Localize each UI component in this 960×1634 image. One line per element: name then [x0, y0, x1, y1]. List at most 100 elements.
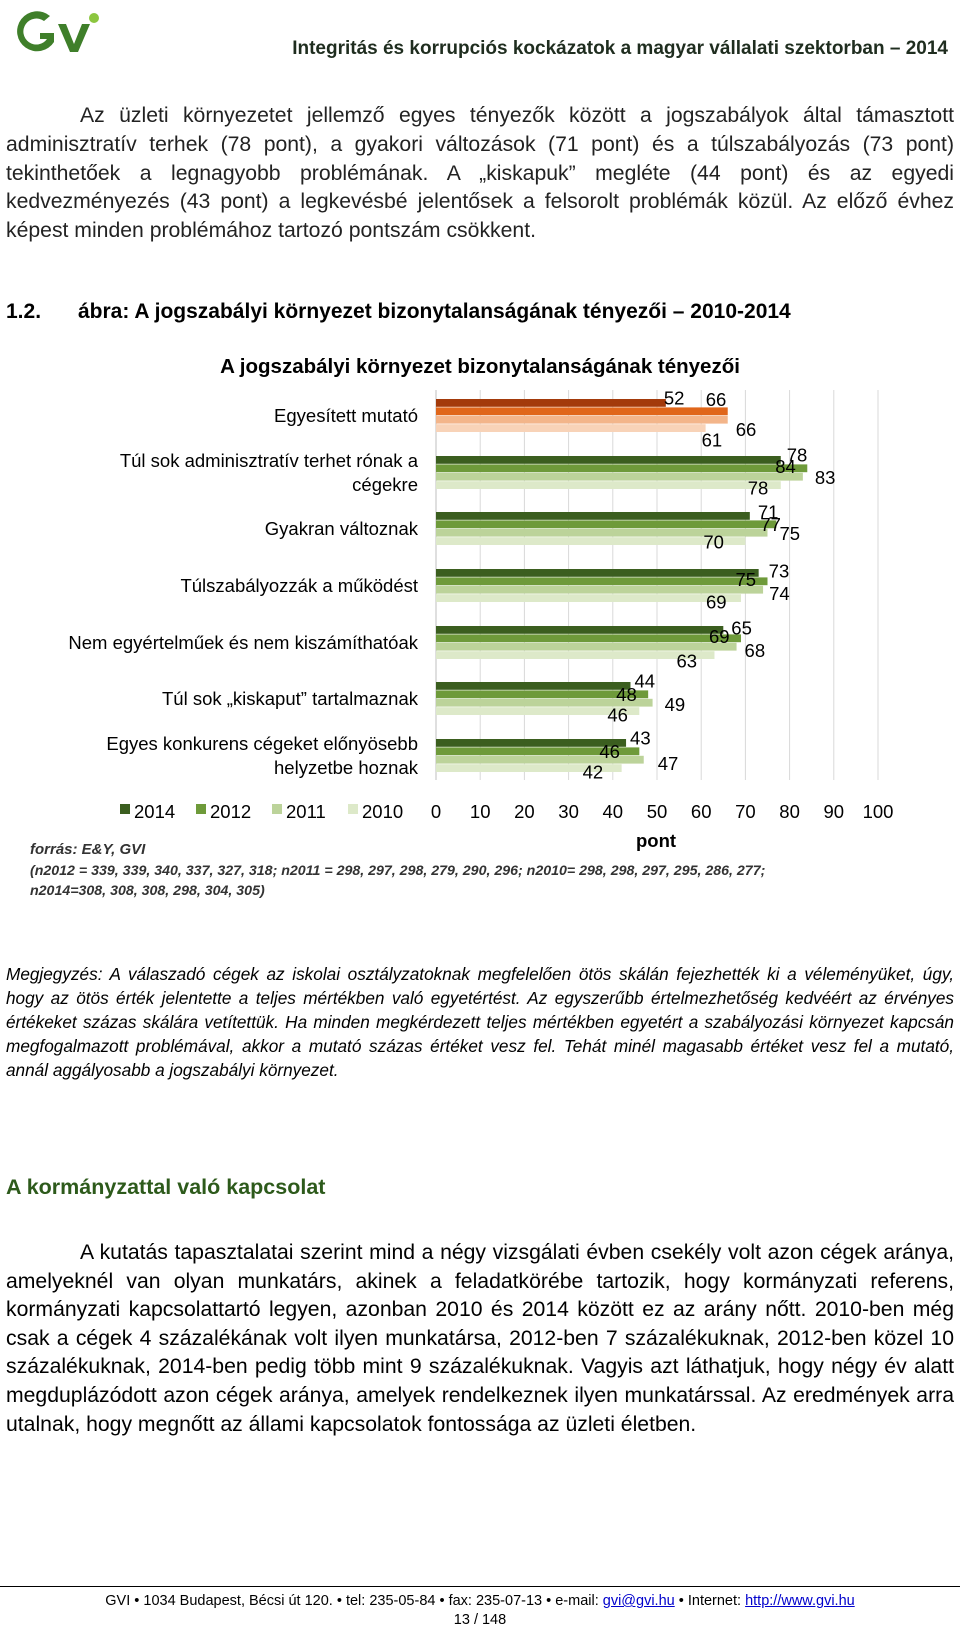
x-axis-label: pont — [636, 830, 676, 851]
x-tick-label: 70 — [735, 801, 756, 822]
chart-note: Megjegyzés: A válaszadó cégek az iskolai… — [6, 964, 954, 1080]
figure-caption-text: ábra: A jogszabályi környezet bizonytala… — [78, 300, 791, 323]
chart-category-labels: Egyesített mutató Túl sok adminisztratív … — [68, 405, 418, 778]
value-label-2012: 46 — [599, 741, 620, 762]
value-label-2010: 70 — [703, 532, 724, 553]
value-label-2012: 69 — [709, 626, 730, 647]
bar-2010 — [436, 424, 706, 432]
legend-swatch-2011 — [272, 804, 282, 814]
value-label-2011: 68 — [745, 640, 766, 661]
category-label: Gyakran változnak — [265, 518, 419, 539]
value-label-2012: 77 — [760, 514, 781, 535]
footer-divider — [0, 1586, 960, 1587]
category-label-line: Túl sok „kiskaput” tartalmaznak — [162, 688, 419, 709]
x-tick-label: 100 — [863, 801, 894, 822]
figure-sample-line2: n2014=308, 308, 308, 298, 304, 305) — [30, 883, 265, 899]
value-label-2014: 43 — [630, 727, 651, 748]
bar-2012 — [436, 520, 777, 529]
bar-2011 — [436, 415, 728, 424]
value-label-2014: 71 — [758, 501, 779, 522]
section-paragraph: A kutatás tapasztalatai szerint mind a n… — [6, 1241, 954, 1436]
x-tick-label: 60 — [691, 801, 712, 822]
bar-2012 — [436, 407, 728, 416]
bar-2012 — [436, 747, 640, 756]
value-label-2011: 49 — [665, 694, 686, 715]
category-label-line: Nem egyértelműek és nem kiszámíthatóak — [68, 632, 418, 653]
footer-email-link[interactable]: gvi@gvi.hu — [602, 1593, 675, 1609]
intro-paragraph: Az üzleti környezetet jellemző egyes tén… — [6, 104, 954, 243]
x-tick-label: 40 — [603, 801, 624, 822]
bar-2012 — [436, 634, 741, 643]
x-tick-label: 10 — [470, 801, 491, 822]
bar-2010 — [436, 481, 781, 489]
value-label-2011: 66 — [736, 419, 757, 440]
figure-sample-line1: (n2012 = 339, 339, 340, 337, 327, 318; n… — [30, 863, 765, 879]
legend-label-2010: 2010 — [362, 801, 403, 822]
category-label-line: Egyes konkurens cégeket előnyösebb — [106, 733, 418, 754]
bar-2014 — [436, 626, 724, 634]
footer-website-link[interactable]: http://www.gvi.hu — [745, 1593, 855, 1609]
bar-2010 — [436, 764, 622, 772]
value-label-2010: 46 — [607, 705, 628, 726]
bar-2014 — [436, 739, 627, 747]
gvi-logo — [17, 11, 99, 52]
category-label: Túl sok adminisztratív terhet rónak a cég… — [120, 450, 419, 495]
value-label-2011: 75 — [780, 523, 801, 544]
legend-label-2014: 2014 — [134, 801, 175, 822]
x-tick-label: 0 — [431, 801, 441, 822]
bar-2012 — [436, 464, 808, 473]
value-label-2014: 65 — [731, 617, 752, 638]
bar-2010 — [436, 651, 715, 659]
category-label: Egyesített mutató — [274, 405, 418, 426]
x-tick-label: 50 — [647, 801, 668, 822]
footer-internet-label: • Internet: — [674, 1593, 746, 1609]
value-label-2014: 73 — [769, 560, 790, 581]
x-tick-label: 20 — [514, 801, 535, 822]
legend-swatch-2010 — [348, 804, 358, 814]
bar-chart: A jogszabályi környezet bizonytalanságán… — [30, 355, 894, 899]
category-label: Túlszabályozzák a működést — [180, 575, 418, 596]
category-label-line: Túl sok adminisztratív terhet rónak a — [120, 450, 419, 471]
figure-source: forrás: E&Y, GVI — [30, 841, 146, 858]
value-label-2010: 61 — [702, 430, 723, 451]
x-tick-label: 90 — [824, 801, 845, 822]
bar-2012 — [436, 577, 768, 586]
figure-caption: 1.2. ábra: A jogszabályi környezet bizony… — [6, 300, 954, 324]
bar-2014 — [436, 456, 781, 464]
category-label: Túl sok „kiskaput” tartalmaznak — [162, 688, 419, 709]
category-label-line: Túlszabályozzák a működést — [180, 575, 418, 596]
bar-2011 — [436, 472, 803, 481]
category-label: Nem egyértelműek és nem kiszámíthatóak — [68, 632, 418, 653]
value-label-2010: 63 — [676, 651, 697, 672]
category-label-line: helyzetbe hoznak — [274, 757, 419, 778]
value-label-2014: 44 — [634, 670, 655, 691]
bar-2011 — [436, 528, 768, 537]
category-label-line: cégekre — [352, 474, 418, 495]
value-label-2012: 75 — [736, 569, 757, 590]
value-label-2010: 78 — [748, 478, 769, 499]
legend-swatch-2014 — [120, 804, 130, 814]
bar-2014 — [436, 682, 631, 690]
category-label: Egyes konkurens cégeket előnyösebb helyze… — [106, 733, 418, 778]
bar-2014 — [436, 512, 750, 520]
section-title: A kormányzattal való kapcsolat — [6, 1175, 326, 1199]
legend-label-2011: 2011 — [286, 801, 326, 822]
x-tick-label: 30 — [558, 801, 579, 822]
bar-2011 — [436, 755, 644, 764]
chart-bars — [436, 399, 808, 772]
chart-legend: 2014 2012 2011 2010 — [120, 801, 403, 822]
footer-contact: GVI • 1034 Budapest, Bécsi út 120. • tel… — [105, 1593, 603, 1609]
bar-2010 — [436, 707, 640, 715]
bar-2011 — [436, 642, 737, 651]
x-tick-label: 80 — [779, 801, 800, 822]
value-label-2012: 48 — [616, 684, 637, 705]
value-label-2010: 42 — [583, 762, 604, 783]
chart-value-labels: 52 66666178848378717775707375746965696863… — [583, 387, 836, 782]
value-label-2011: 83 — [815, 467, 836, 488]
category-label-line: Egyesített mutató — [274, 405, 418, 426]
bar-2012 — [436, 690, 649, 699]
legend-swatch-2012 — [196, 804, 206, 814]
header-title: Integritás és korrupciós kockázatok a ma… — [292, 38, 948, 59]
chart-x-ticks: 0 10 20 30 40 50 60 70 80 90 100 — [431, 801, 894, 822]
bar-2010 — [436, 537, 746, 545]
